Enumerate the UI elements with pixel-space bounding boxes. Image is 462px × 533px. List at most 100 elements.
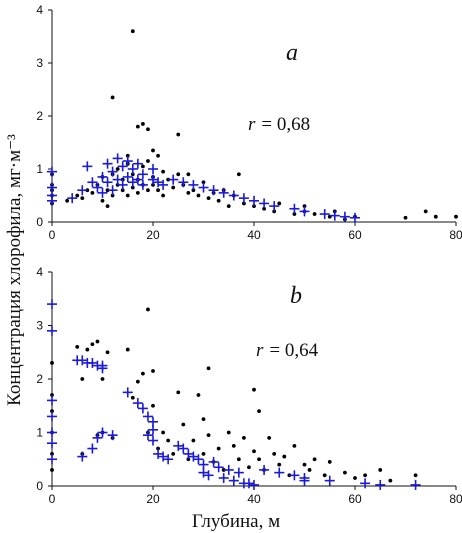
panel-b-dot-point bbox=[302, 462, 307, 467]
panel-b-cross-point bbox=[410, 479, 421, 490]
panel-a-cross-point bbox=[122, 171, 133, 182]
panel-a-dot-point bbox=[80, 196, 85, 201]
panel-b-x-tick-label: 20 bbox=[146, 492, 160, 506]
panel-a-cross-point bbox=[97, 171, 108, 182]
panel-a: 0 1 2 3 4 0 20 40 60 80 a r = 0,68 bbox=[36, 3, 462, 242]
panel-a-dot-point bbox=[130, 185, 135, 190]
panel-a-dot-point bbox=[146, 127, 150, 132]
panel-b-dot-point bbox=[327, 460, 332, 464]
panel-a-dot-point bbox=[302, 204, 307, 209]
panel-a-y-tick-label: 4 bbox=[36, 3, 43, 17]
panel-b-dot-point bbox=[146, 307, 150, 312]
panel-a-cross-point bbox=[132, 158, 143, 169]
panel-b: 0 1 2 3 4 0 20 40 60 80 b r = 0,64 bbox=[36, 265, 462, 506]
panel-b-dot-point bbox=[201, 417, 206, 422]
panel-a-dot-point bbox=[110, 193, 115, 198]
panel-a-cross-point bbox=[97, 187, 108, 198]
panel-a-dot-point bbox=[186, 190, 191, 195]
panel-a-cross-point bbox=[208, 185, 219, 196]
panel-b-correlation: r = 0,64 bbox=[256, 340, 319, 361]
panel-a-cross-point bbox=[249, 195, 259, 206]
panel-a-correlation: r = 0,68 bbox=[248, 114, 310, 135]
panel-b-dot-point bbox=[292, 443, 297, 448]
panel-a-dot-point bbox=[105, 188, 110, 193]
panel-a-dot-point bbox=[130, 172, 135, 177]
panel-b-cross-point bbox=[223, 464, 234, 475]
panel-a-cross-point bbox=[47, 195, 57, 206]
panel-a-y-tick-label: 0 bbox=[36, 215, 43, 229]
panel-b-dot-point bbox=[272, 452, 277, 456]
panel-b-cross-point bbox=[228, 475, 239, 486]
panel-b-cross-point bbox=[137, 403, 148, 414]
panel-b-letter: b bbox=[290, 283, 302, 309]
panel-a-dot-point bbox=[433, 214, 438, 219]
panel-a-cross-point bbox=[112, 153, 123, 164]
panel-b-dot-point bbox=[161, 430, 166, 435]
panel-a-dot-point bbox=[166, 177, 171, 182]
panel-a-cross-point bbox=[148, 174, 158, 185]
panel-b-cross-point bbox=[274, 467, 285, 478]
panel-b-cross-point bbox=[178, 443, 189, 454]
panel-a-cross-point bbox=[198, 182, 209, 193]
panel-b-dot-point bbox=[95, 339, 100, 344]
panel-a-dot-point bbox=[100, 198, 105, 203]
panel-a-cross-point bbox=[107, 166, 118, 177]
panel-a-dot-point bbox=[75, 193, 80, 198]
panel-b-dot-point bbox=[80, 377, 85, 381]
panel-a-cross-point bbox=[228, 190, 239, 201]
panel-b-dot-point bbox=[226, 430, 231, 435]
panel-a-cross-point bbox=[329, 210, 340, 221]
panel-b-dot-point bbox=[287, 473, 292, 478]
panel-b-dot-point bbox=[171, 452, 176, 456]
panel-b-dot-point bbox=[282, 454, 287, 459]
panel-b-dot-point bbox=[363, 473, 367, 478]
panel-a-dot-point bbox=[135, 190, 140, 195]
panel-a-cross-point bbox=[127, 177, 138, 188]
panel-a-dot-point bbox=[151, 183, 155, 187]
panel-b-cross-point bbox=[132, 398, 143, 409]
panel-b-dot-point bbox=[353, 476, 357, 480]
panel-a-cross-point bbox=[218, 187, 229, 198]
panel-a-x-tick-label: 0 bbox=[49, 228, 56, 242]
panel-b-dot-point bbox=[343, 470, 347, 475]
panel-b-cross-point bbox=[198, 467, 209, 478]
panel-a-dot-point bbox=[90, 190, 95, 195]
panel-a-cross-point bbox=[87, 177, 98, 188]
panel-b-dot-point bbox=[196, 393, 201, 397]
panel-b-cross-point bbox=[289, 470, 300, 481]
panel-b-dot-point bbox=[236, 457, 241, 462]
panel-b-dot-point bbox=[166, 438, 171, 443]
panel-b-cross-point bbox=[259, 464, 270, 475]
panel-a-dot-point bbox=[125, 193, 130, 198]
panel-a-dot-point bbox=[115, 183, 120, 187]
panel-a-dot-point bbox=[292, 212, 297, 216]
panel-a-cross-point bbox=[137, 179, 148, 190]
panel-b-cross-point bbox=[148, 435, 158, 446]
panel-b-cross-point bbox=[163, 454, 174, 465]
panel-b-dot-point bbox=[176, 390, 181, 395]
panel-b-dot-point bbox=[247, 465, 251, 470]
panel-b-cross-point bbox=[47, 395, 57, 406]
panel-a-dot-point bbox=[125, 153, 130, 158]
panel-b-x-tick-label: 40 bbox=[247, 492, 261, 506]
panel-b-cross-point bbox=[208, 456, 219, 467]
panel-b-cross-point bbox=[375, 479, 386, 490]
panel-a-dot-point bbox=[141, 164, 145, 169]
panel-b-cross-point bbox=[158, 451, 169, 462]
panel-a-cross-point bbox=[117, 161, 128, 172]
panel-a-dot-point bbox=[236, 172, 241, 177]
panel-a-dot-point bbox=[226, 204, 231, 209]
panel-a-dot-point bbox=[272, 209, 277, 214]
panel-b-dot-point bbox=[151, 403, 155, 408]
panel-a-dot-point bbox=[161, 169, 166, 174]
panel-b-x-tick-label: 80 bbox=[449, 492, 462, 506]
panel-b-dot-point bbox=[312, 457, 317, 462]
panel-a-dot-point bbox=[403, 215, 408, 220]
panel-a-x-tick-label: 60 bbox=[348, 228, 362, 242]
panel-b-dot-point bbox=[100, 377, 105, 381]
panel-b-dot-point bbox=[252, 387, 256, 392]
panel-b-dot-point bbox=[231, 443, 236, 448]
panel-b-dot-point bbox=[156, 446, 160, 451]
panel-a-correlation-r: r bbox=[248, 114, 256, 135]
